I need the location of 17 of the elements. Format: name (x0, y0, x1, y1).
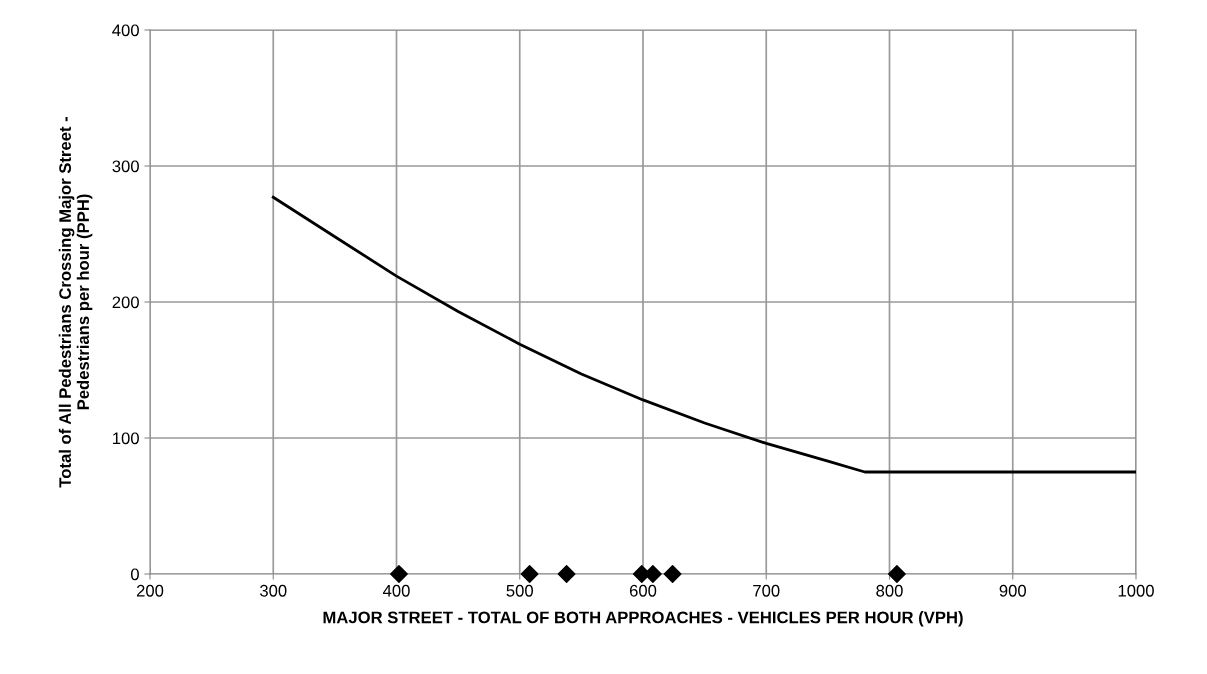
y-tick-label: 200 (112, 296, 139, 309)
line-series (271, 195, 1136, 474)
x-tick-label: 400 (382, 584, 410, 597)
x-axis-title: MAJOR STREET - TOTAL OF BOTH APPROACHES - VEHICLES PER HOUR (VPH) (323, 611, 963, 627)
x-tick-label: 200 (136, 584, 164, 597)
y-tick-label: 100 (113, 432, 139, 445)
x-tick-label: 300 (259, 584, 287, 597)
x-tick-label: 1000 (1118, 584, 1154, 597)
x-tick-label: 500 (506, 584, 533, 597)
x-tick-label: 900 (999, 584, 1026, 597)
x-tick-label: 800 (876, 584, 903, 597)
y-tick-label: 0 (130, 568, 139, 581)
x-tick-label: 700 (753, 584, 780, 597)
y-axis-title: Total of All Pedestrians Crossing Major Street - Pedestrians per hour (PPH) (58, 116, 93, 488)
y-tick-label: 400 (112, 24, 139, 37)
y-tick-label: 300 (112, 160, 139, 173)
x-tick-label: 600 (629, 584, 657, 597)
